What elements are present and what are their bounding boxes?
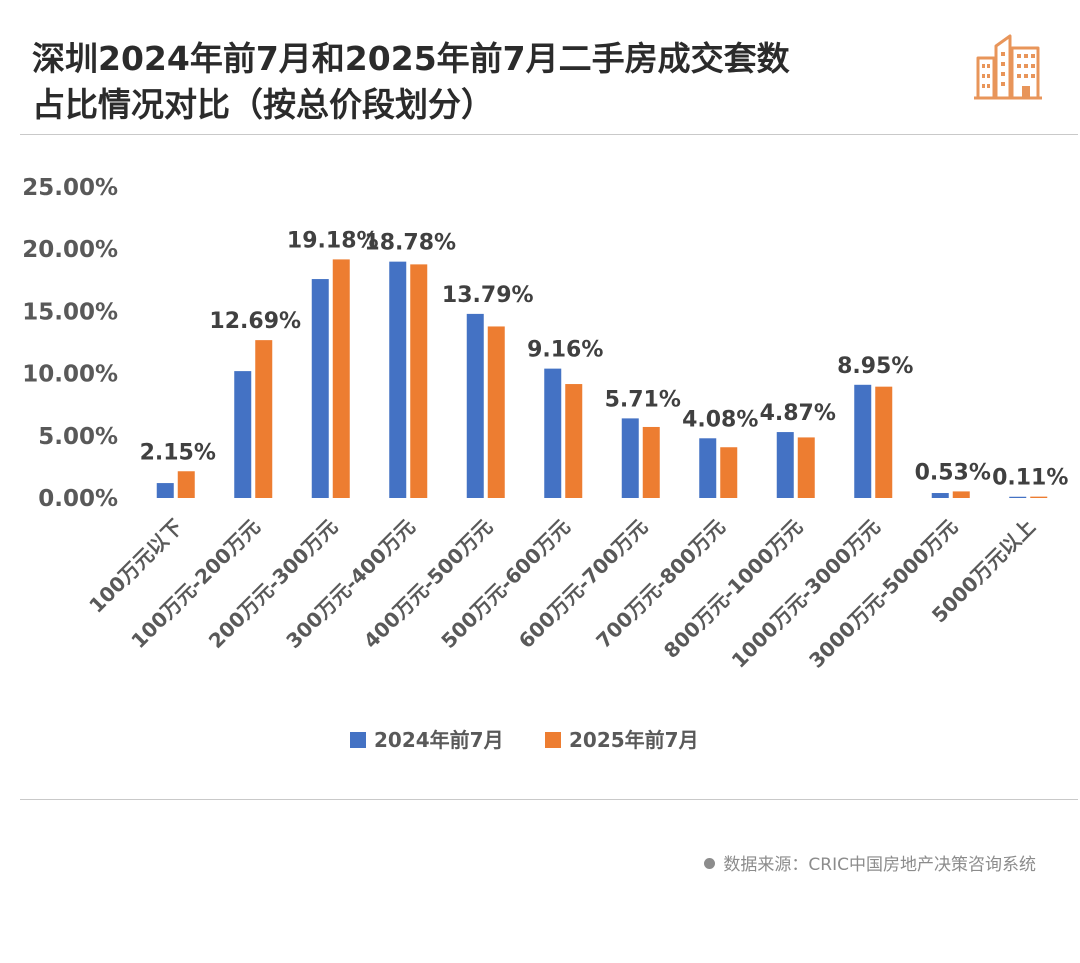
y-tick-label: 15.00%: [22, 299, 118, 325]
x-tick-label: 600万元-700万元: [514, 515, 652, 653]
bar-chart: 0.00% 5.00% 10.00% 15.00% 20.00% 25.00% 2.15%…: [22, 175, 1069, 752]
bar-2025: [332, 259, 350, 498]
bar-2024: [466, 313, 484, 498]
bar-series: [156, 259, 1048, 498]
data-label: 12.69%: [209, 309, 301, 334]
source-text: 数据来源：CRIC中国房地产决策咨询系统: [723, 855, 1036, 875]
y-tick-label: 25.00%: [22, 175, 118, 201]
data-label: 18.78%: [364, 231, 456, 256]
bar-2025: [1030, 496, 1048, 498]
title-line-1: 深圳2024年前7月和2025年前7月二手房成交套数: [32, 39, 790, 78]
data-label: 2.15%: [140, 440, 216, 465]
bullet-dot-icon: [704, 858, 716, 869]
x-tick-label: 500万元-600万元: [436, 515, 574, 653]
x-tick-label: 700万元-800万元: [591, 515, 729, 653]
chart-title: 深圳2024年前7月和2025年前7月二手房成交套数 占比情况对比（按总价段划分…: [32, 36, 932, 128]
bar-2025: [565, 384, 583, 498]
bar-2025: [642, 426, 660, 498]
bar-2024: [699, 438, 717, 498]
y-tick-label: 20.00%: [22, 237, 118, 263]
x-tick-label: 1000万元-3000万元: [727, 515, 885, 673]
bar-2025: [410, 264, 428, 498]
bar-2025: [720, 447, 738, 498]
x-axis: 100万元以下100万元-200万元200万元-300万元300万元-400万元…: [84, 515, 1040, 673]
bar-2024: [854, 384, 872, 498]
bar-2025: [952, 491, 970, 498]
data-label: 5.71%: [605, 387, 681, 412]
footer-divider: [20, 799, 1078, 800]
x-tick-label: 3000万元-5000万元: [804, 515, 962, 673]
x-tick-label: 400万元-500万元: [359, 515, 497, 653]
bar-2024: [931, 493, 949, 498]
y-tick-label: 0.00%: [38, 486, 118, 512]
legend-swatch: [545, 732, 561, 748]
data-label: 19.18%: [287, 228, 379, 253]
bar-2024: [776, 432, 794, 498]
x-tick-label: 200万元-300万元: [204, 515, 342, 653]
bar-2024: [156, 483, 174, 498]
title-divider: [20, 134, 1078, 135]
bar-2025: [487, 326, 505, 498]
data-label: 4.08%: [682, 407, 758, 432]
bar-2025: [177, 471, 195, 498]
data-label: 13.79%: [442, 283, 534, 308]
bar-2025: [797, 437, 815, 498]
bar-2024: [1009, 496, 1027, 498]
bar-2024: [621, 418, 639, 498]
city-buildings-icon: [974, 34, 1042, 100]
source-note: 数据来源：CRIC中国房地产决策咨询系统: [704, 850, 1036, 875]
data-label: 8.95%: [837, 354, 913, 379]
bar-2025: [875, 386, 893, 498]
data-label: 0.53%: [915, 460, 991, 485]
data-label: 9.16%: [527, 338, 603, 363]
bar-2024: [544, 368, 562, 498]
x-tick-label: 300万元-400万元: [281, 515, 419, 653]
legend-label: 2024年前7月: [374, 728, 504, 752]
bar-2024: [234, 371, 252, 498]
x-tick-label: 100万元-200万元: [126, 515, 264, 653]
y-tick-label: 10.00%: [22, 362, 118, 388]
legend-swatch: [350, 732, 366, 748]
bar-2024: [311, 279, 329, 498]
data-labels: 2.15%12.69%19.18%18.78%13.79%9.16%5.71%4…: [140, 228, 1069, 490]
y-axis: 0.00% 5.00% 10.00% 15.00% 20.00% 25.00%: [22, 175, 118, 512]
legend: 2024年前7月 2025年前7月: [350, 728, 699, 752]
title-line-2: 占比情况对比（按总价段划分）: [32, 85, 494, 124]
data-label: 4.87%: [760, 401, 836, 426]
bar-2024: [389, 261, 407, 498]
legend-label: 2025年前7月: [569, 728, 699, 752]
data-label: 0.11%: [992, 466, 1068, 491]
x-tick-label: 800万元-1000万元: [659, 515, 807, 663]
y-tick-label: 5.00%: [38, 424, 118, 450]
bar-2025: [255, 340, 273, 498]
